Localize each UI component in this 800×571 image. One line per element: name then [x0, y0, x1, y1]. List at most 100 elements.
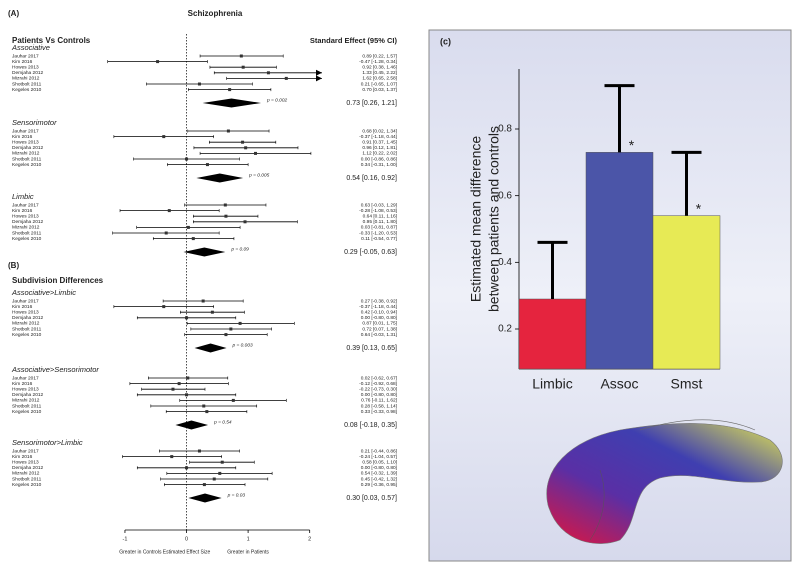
- section-title: Associative: [11, 43, 50, 52]
- study-name: Kegeles 2010: [12, 332, 42, 338]
- point-estimate: [177, 382, 181, 386]
- study-name: Demjaha 2012: [12, 315, 44, 321]
- study-name: Mizrahi 2012: [12, 471, 40, 477]
- pooled-diamond: [175, 420, 209, 430]
- ci-label: 0.95 [0.11, 1.80]: [363, 219, 397, 225]
- ci-label: -0.37 [-1.18, 0.44]: [359, 304, 397, 310]
- point-estimate: [228, 88, 232, 92]
- study-name: Howes 2013: [12, 459, 39, 465]
- point-estimate: [162, 135, 166, 139]
- ci-arrow: [316, 69, 322, 76]
- study-name: Shotbolt 2011: [12, 156, 42, 162]
- pooled-diamond: [188, 493, 222, 503]
- study-name: Mizrahi 2012: [12, 225, 40, 231]
- study-name: Demjaha 2012: [12, 465, 44, 471]
- study-name: Kegeles 2010: [12, 482, 42, 488]
- ci-label: 0.91 [0.37, 1.45]: [362, 139, 397, 145]
- point-estimate: [185, 157, 189, 161]
- point-estimate: [185, 316, 189, 320]
- study-name: Kim 2016: [12, 454, 33, 460]
- point-estimate: [231, 398, 235, 402]
- panel-label: (A): [8, 9, 19, 18]
- study-name: Demjaha 2012: [12, 392, 44, 398]
- ci-label: 0.28 [-0.58, 1.14]: [361, 403, 397, 409]
- study-name: Howes 2013: [12, 386, 39, 392]
- pooled-label: 0.30 [0.03, 0.57]: [346, 495, 397, 502]
- section-title: Associative>Limbic: [11, 288, 76, 297]
- ci-label: -0.28 [-1.08, 0.53]: [359, 208, 397, 214]
- study-name: Jauhar 2017: [12, 202, 39, 208]
- ci-label: -0.47 [-1.28, 0.34]: [359, 59, 397, 65]
- point-estimate: [223, 203, 227, 207]
- ci-label: 0.00 [-0.86, 0.86]: [361, 156, 397, 162]
- study-name: Mizrahi 2012: [12, 76, 40, 82]
- point-estimate: [185, 393, 189, 397]
- study-name: Demjaha 2012: [12, 70, 44, 76]
- study-name: Jauhar 2017: [12, 448, 39, 454]
- study-name: Shotbolt 2011: [12, 476, 42, 482]
- point-estimate: [238, 321, 242, 325]
- significance-marker: *: [629, 137, 635, 153]
- point-estimate: [266, 71, 270, 75]
- ci-label: 0.21 [-0.65, 1.07]: [361, 81, 397, 87]
- ci-label: 0.87 [0.01, 1.75]: [362, 321, 397, 327]
- point-estimate: [197, 449, 201, 453]
- point-estimate: [205, 163, 209, 167]
- x-tick-label: 0: [185, 536, 188, 542]
- ci-label: -0.12 [-0.92, 0.68]: [359, 381, 397, 387]
- x-tick-label: Assoc: [600, 376, 638, 392]
- x-tick-label: 2: [308, 536, 311, 542]
- ci-label: -0.22 [-0.73, 0.30]: [359, 386, 397, 392]
- point-estimate: [212, 477, 216, 481]
- section-title: Sensorimotor: [12, 118, 57, 127]
- y-axis-label-line: between patients and controls: [486, 126, 502, 312]
- point-estimate: [164, 231, 168, 235]
- ci-label: 0.72 [0.07, 1.38]: [362, 326, 397, 332]
- study-name: Kegeles 2010: [12, 87, 42, 93]
- point-estimate: [186, 225, 190, 229]
- point-estimate: [239, 54, 243, 58]
- point-estimate: [170, 455, 174, 459]
- ci-label: 0.21 [-0.44, 0.86]: [361, 448, 397, 454]
- study-name: Kim 2016: [12, 304, 33, 310]
- point-estimate: [284, 76, 288, 80]
- panel-label: (B): [8, 261, 19, 270]
- point-estimate: [205, 410, 209, 414]
- ci-label: 0.58 [0.05, 1.10]: [362, 459, 397, 465]
- ci-label: 0.34 [-0.31, 1.00]: [361, 162, 397, 168]
- ci-label: 0.89 [0.22, 1.57]: [362, 53, 397, 59]
- group-title: Patients Vs Controls: [12, 36, 91, 45]
- ci-label: 0.00 [-0.80, 0.80]: [361, 392, 397, 398]
- ci-label: 0.02 [-0.62, 0.67]: [361, 375, 397, 381]
- pooled-diamond: [196, 173, 244, 183]
- ci-label: -0.24 [-1.04, 0.57]: [359, 454, 397, 460]
- study-name: Kegeles 2010: [12, 236, 42, 242]
- ci-label: 0.63 [-0.03, 1.29]: [361, 202, 397, 208]
- study-name: Shotbolt 2011: [12, 403, 42, 409]
- pooled-label: 0.39 [0.13, 0.65]: [346, 345, 397, 352]
- ci-label: -0.37 [-1.18, 0.44]: [359, 134, 397, 140]
- section-title: Associative>Sensorimotor: [11, 365, 99, 374]
- group-title: Subdivision Differences: [12, 276, 104, 285]
- study-name: Jauhar 2017: [12, 298, 39, 304]
- point-estimate: [202, 404, 206, 408]
- study-name: Kegeles 2010: [12, 409, 42, 415]
- x-tick-label: Limbic: [532, 376, 572, 392]
- x-axis-label: Estimated Effect Size: [163, 549, 211, 555]
- p-value: p = 0.54: [213, 419, 232, 425]
- study-name: Mizrahi 2012: [12, 398, 40, 404]
- point-estimate: [162, 305, 166, 309]
- point-estimate: [186, 376, 190, 380]
- point-estimate: [202, 483, 206, 487]
- bar: [518, 298, 587, 370]
- point-estimate: [253, 151, 257, 155]
- pooled-diamond: [202, 98, 262, 108]
- study-name: Howes 2013: [12, 213, 39, 219]
- y-tick-label: 0.2: [498, 324, 512, 335]
- x-tick-label: Smst: [671, 376, 703, 392]
- ci-label: 0.27 [-0.38, 0.92]: [361, 298, 397, 304]
- ci-arrow: [316, 75, 322, 82]
- column-header: Standard Effect (95% CI): [310, 36, 398, 45]
- study-name: Jauhar 2017: [12, 53, 39, 59]
